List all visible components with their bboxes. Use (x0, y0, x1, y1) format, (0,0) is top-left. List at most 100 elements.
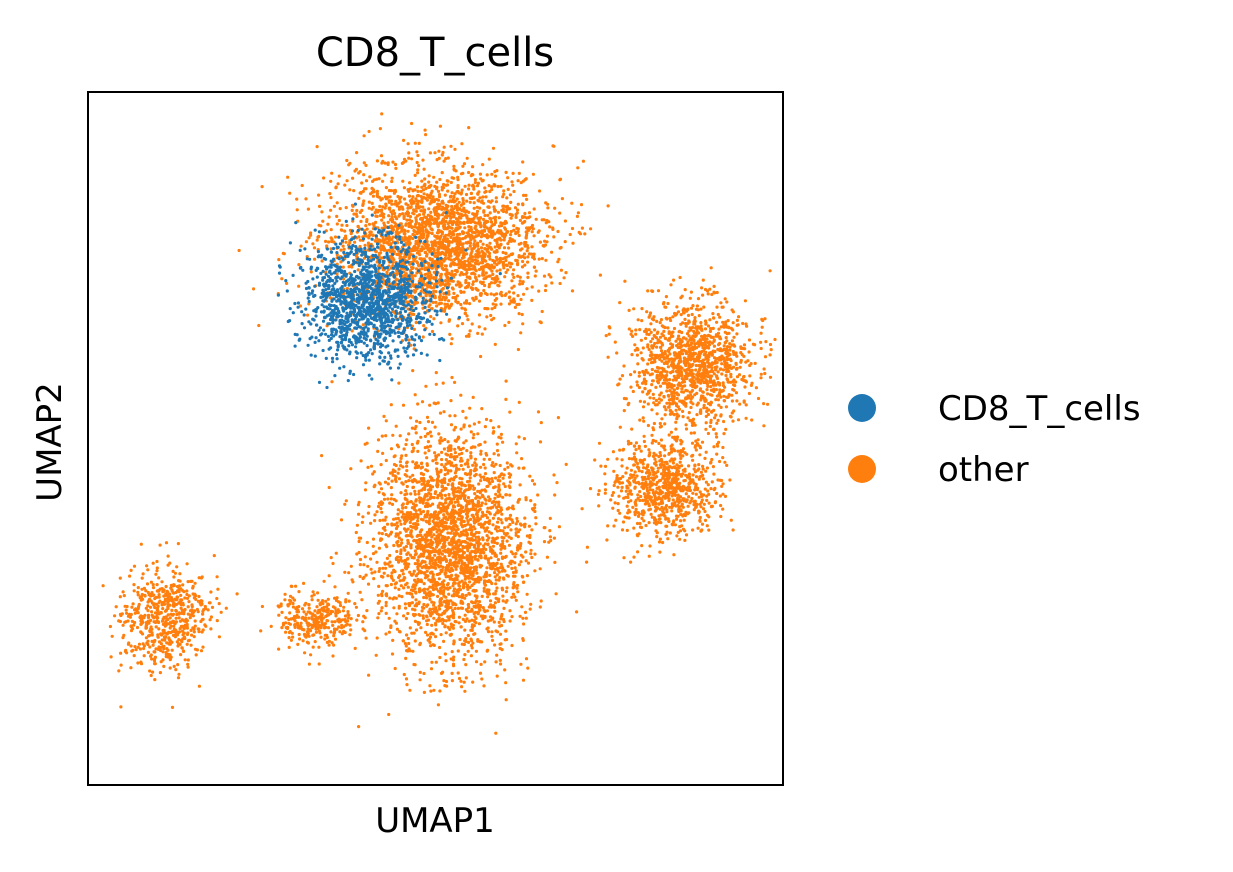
scatter-point (475, 209, 480, 213)
scatter-point (507, 239, 511, 243)
scatter-point (588, 487, 593, 491)
scatter-point (421, 205, 425, 209)
scatter-point (568, 232, 572, 237)
scatter-point (649, 340, 653, 344)
scatter-point (493, 298, 497, 302)
scatter-point (503, 275, 507, 279)
scatter-point (730, 399, 735, 403)
scatter-point (354, 212, 358, 216)
scatter-point (636, 493, 640, 497)
scatter-point (679, 442, 683, 446)
scatter-point (694, 475, 699, 479)
scatter-point (634, 507, 638, 511)
scatter-point (654, 463, 658, 467)
scatter-point (467, 281, 471, 285)
scatter-point (447, 292, 451, 296)
scatter-point (580, 507, 584, 511)
scatter-point (665, 460, 669, 464)
scatter-point (497, 246, 501, 250)
scatter-point (447, 290, 451, 294)
scatter-point (483, 213, 487, 218)
scatter-point (648, 544, 652, 548)
scatter-point (450, 226, 454, 230)
scatter-point (483, 247, 487, 251)
scatter-point (424, 186, 428, 191)
scatter-point (433, 264, 437, 268)
scatter-point (450, 269, 454, 273)
scatter-point (667, 381, 671, 385)
scatter-point (694, 492, 698, 496)
scatter-point (597, 441, 602, 445)
scatter-point (691, 528, 695, 532)
scatter-point (382, 212, 386, 216)
scatter-point (673, 486, 678, 490)
scatter-point (394, 199, 398, 203)
scatter-point (630, 353, 634, 357)
scatter-point (710, 480, 714, 484)
scatter-point (518, 218, 523, 222)
scatter-point (509, 233, 513, 237)
scatter-point (441, 220, 446, 224)
scatter-point (657, 401, 661, 405)
scatter-point (666, 326, 670, 330)
scatter-point (674, 427, 678, 431)
scatter-point (769, 348, 773, 352)
scatter-point (662, 470, 666, 474)
scatter-point (491, 230, 495, 234)
scatter-point (644, 523, 648, 528)
scatter-point (684, 337, 688, 341)
scatter-point (492, 620, 496, 624)
scatter-point (460, 213, 464, 217)
scatter-point (469, 191, 473, 195)
scatter-point (498, 658, 502, 663)
scatter-point (407, 641, 411, 646)
scatter-point (653, 341, 657, 346)
scatter-point (384, 434, 388, 438)
scatter-point (467, 263, 472, 268)
scatter-point (695, 413, 699, 417)
scatter-point (479, 265, 484, 269)
scatter-point (436, 189, 441, 193)
scatter-point (524, 550, 528, 554)
scatter-point (642, 373, 647, 377)
scatter-point (632, 452, 636, 456)
scatter-point (630, 427, 634, 431)
scatter-point (717, 381, 722, 385)
scatter-point (487, 229, 491, 233)
scatter-point (415, 301, 419, 305)
scatter-point (426, 233, 430, 237)
scatter-point (652, 318, 656, 322)
scatter-point (515, 226, 519, 230)
scatter-point (411, 369, 415, 373)
scatter-point (672, 396, 676, 400)
scatter-point (669, 447, 673, 451)
scatter-point (721, 388, 725, 393)
scatter-point (356, 268, 360, 272)
scatter-point (437, 222, 441, 226)
scatter-point (722, 419, 726, 424)
scatter-point (668, 378, 672, 382)
scatter-point (327, 240, 331, 244)
scatter-point (728, 478, 732, 482)
scatter-point (722, 399, 726, 403)
scatter-point (277, 258, 281, 262)
scatter-point (661, 474, 665, 478)
scatter-point (465, 156, 469, 160)
scatter-point (391, 264, 395, 268)
scatter-point (496, 210, 500, 214)
scatter-point (420, 482, 424, 486)
scatter-point (362, 199, 366, 203)
scatter-point (710, 410, 714, 414)
scatter-point (443, 264, 447, 268)
scatter-point (496, 453, 501, 457)
scatter-point (627, 508, 631, 512)
scatter-point (721, 445, 725, 450)
scatter-point (629, 373, 633, 377)
scatter-point (668, 336, 672, 340)
scatter-point (718, 341, 722, 346)
scatter-point (613, 501, 617, 505)
scatter-point (467, 334, 471, 338)
scatter-point (521, 160, 525, 164)
scatter-point (286, 175, 290, 179)
scatter-point (442, 226, 446, 230)
